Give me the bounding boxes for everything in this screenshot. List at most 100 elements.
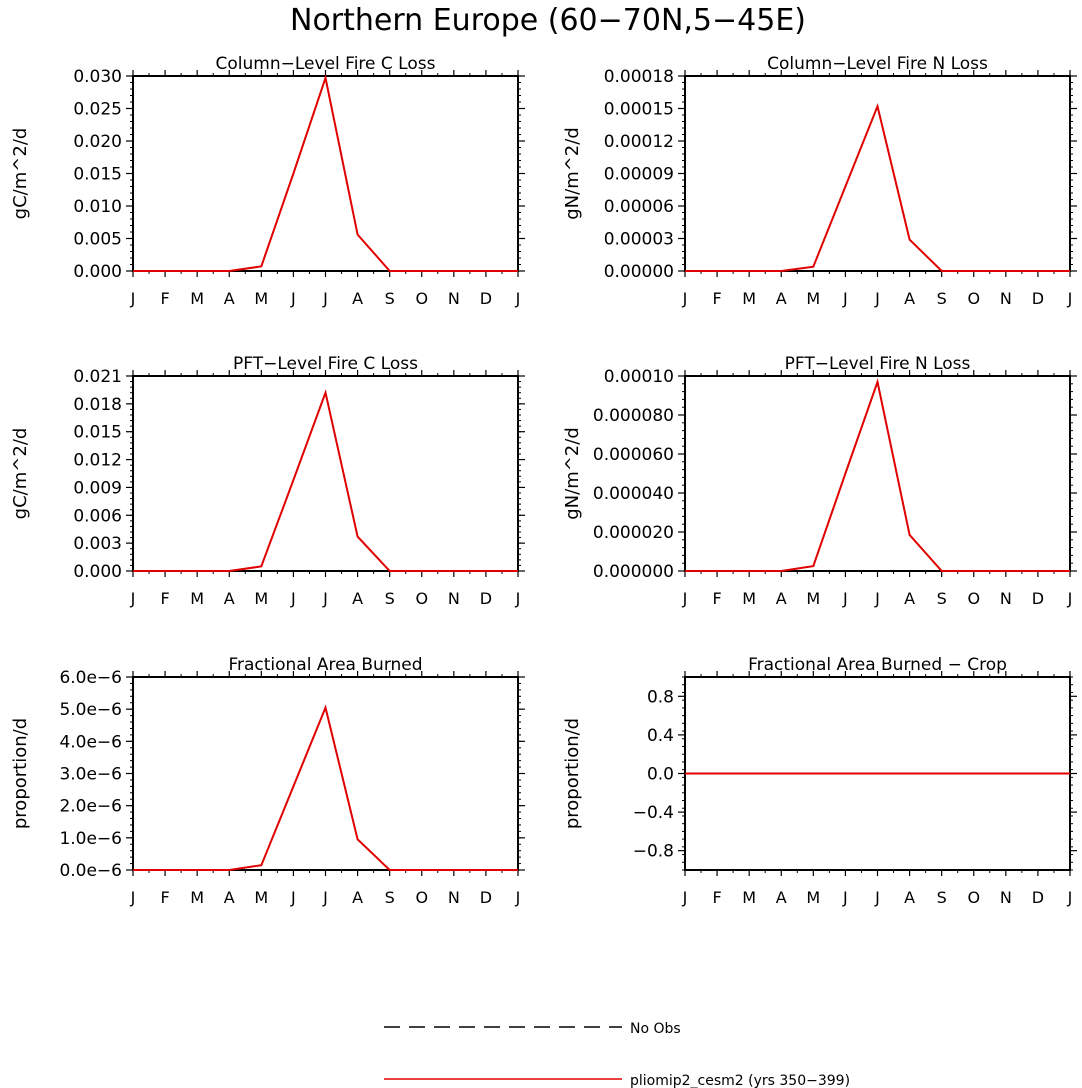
y-tick-label: 0.015 xyxy=(73,165,122,185)
x-tick-label: M xyxy=(190,888,204,907)
plot-frame xyxy=(684,375,1071,572)
y-tick-label: 3.0e−6 xyxy=(59,765,122,785)
y-tick-label: 2.0e−6 xyxy=(59,797,122,817)
x-tick-label: N xyxy=(448,289,460,308)
y-tick-label: 0.000000 xyxy=(593,562,674,582)
x-tick-label: M xyxy=(806,888,820,907)
y-tick-label: 0.000020 xyxy=(593,523,674,543)
y-tick-label: 0.00012 xyxy=(604,132,674,152)
plot-frame xyxy=(132,75,519,272)
x-tick-label: S xyxy=(937,888,947,907)
x-tick-label: A xyxy=(904,589,915,608)
x-tick-label: J xyxy=(682,589,688,608)
y-tick-label: 0.010 xyxy=(73,197,122,217)
x-tick-label: F xyxy=(160,289,169,308)
y-tick-label: 0.0e−6 xyxy=(59,861,122,881)
y-tick-label: 0.020 xyxy=(73,132,122,152)
x-tick-label: A xyxy=(352,589,363,608)
series-line-model xyxy=(133,74,518,272)
y-tick-label: 0.003 xyxy=(73,534,122,554)
x-tick-label: J xyxy=(1067,589,1073,608)
panels: J F M A M J J A S O N D J0.0000.0050.0100.0150.0200.… xyxy=(10,54,1077,907)
x-tick-label: J xyxy=(874,888,880,907)
x-tick-label: M xyxy=(254,589,268,608)
y-tick-label: 0.00018 xyxy=(604,67,674,87)
x-tick-label: A xyxy=(904,289,915,308)
x-tick-label: O xyxy=(415,589,428,608)
y-tick-label: −0.8 xyxy=(633,842,674,862)
y-tick-label: 0.00006 xyxy=(604,197,674,217)
x-tick-label: A xyxy=(352,289,363,308)
panel-title: Fractional Area Burned xyxy=(228,655,422,675)
x-tick-label: J xyxy=(130,289,136,308)
x-tick-label: J xyxy=(682,289,688,308)
x-tick-label: A xyxy=(904,888,915,907)
y-tick-label: 0.000 xyxy=(73,562,122,582)
panel-1: J F M A M J J A S O N D J0.0000.0050.0100.0150.0200.… xyxy=(10,54,525,308)
y-tick-label: 0.025 xyxy=(73,100,122,120)
x-tick-label: M xyxy=(190,289,204,308)
y-tick-label: 0.00010 xyxy=(604,367,674,387)
x-tick-label: J xyxy=(322,289,328,308)
x-tick-label: J xyxy=(290,888,296,907)
x-tick-label: J xyxy=(515,289,521,308)
x-tick-label: D xyxy=(480,888,492,907)
y-tick-label: 0.000 xyxy=(73,262,122,282)
y-tick-label: 0.006 xyxy=(73,506,122,526)
x-tick-label: D xyxy=(1032,289,1044,308)
x-tick-label: M xyxy=(742,589,756,608)
x-tick-label: A xyxy=(776,888,787,907)
y-tick-label: 6.0e−6 xyxy=(59,668,122,688)
x-tick-label: D xyxy=(1032,888,1044,907)
panel-6: J F M A M J J A S O N D J−0.8−0.40.00.40.8Fractional… xyxy=(562,655,1077,907)
y-tick-label: 0.4 xyxy=(647,726,674,746)
x-tick-label: J xyxy=(515,888,521,907)
x-tick-label: J xyxy=(290,589,296,608)
y-tick-label: −0.4 xyxy=(633,803,674,823)
x-tick-label: J xyxy=(682,888,688,907)
y-tick-label: 0.015 xyxy=(73,423,122,443)
panel-title: Column−Level Fire N Loss xyxy=(767,54,988,74)
x-tick-label: J xyxy=(130,888,136,907)
x-tick-label: J xyxy=(874,589,880,608)
figure-title: Northern Europe (60−70N,5−45E) xyxy=(290,3,806,38)
y-tick-label: 0.00009 xyxy=(604,165,674,185)
panel-2: J F M A M J J A S O N D J0.000000.000030.000060.0000… xyxy=(562,54,1077,308)
y-tick-label: 4.0e−6 xyxy=(59,732,122,752)
x-tick-label: F xyxy=(712,589,721,608)
x-tick-label: S xyxy=(385,888,395,907)
x-tick-label: N xyxy=(1000,289,1012,308)
x-tick-label: M xyxy=(806,589,820,608)
legend-label-model: pliomip2_cesm2 (yrs 350−399) xyxy=(630,1073,850,1088)
x-tick-label: J xyxy=(290,289,296,308)
x-tick-label: J xyxy=(322,589,328,608)
x-tick-label: S xyxy=(937,589,947,608)
y-tick-label: 0.00015 xyxy=(604,100,674,120)
y-tick-label: 0.005 xyxy=(73,230,122,250)
plot-frame xyxy=(132,375,519,572)
panel-title: PFT−Level Fire C Loss xyxy=(233,354,418,374)
panel-title: Fractional Area Burned − Crop xyxy=(748,655,1007,675)
x-tick-label: J xyxy=(842,589,848,608)
x-tick-label: M xyxy=(806,289,820,308)
x-tick-label: O xyxy=(415,289,428,308)
y-axis-label: gN/m^2/d xyxy=(562,427,583,520)
x-tick-label: J xyxy=(842,289,848,308)
x-tick-label: F xyxy=(712,289,721,308)
x-tick-label: F xyxy=(160,589,169,608)
x-tick-label: S xyxy=(385,589,395,608)
x-tick-label: F xyxy=(160,888,169,907)
x-tick-label: A xyxy=(776,289,787,308)
panel-4: J F M A M J J A S O N D J0.0000000.0000200.0000400.0… xyxy=(562,354,1077,608)
x-tick-label: A xyxy=(224,289,235,308)
series-line-model xyxy=(133,389,518,572)
x-tick-label: M xyxy=(190,589,204,608)
x-tick-label: J xyxy=(1067,289,1073,308)
x-tick-label: A xyxy=(224,589,235,608)
y-axis-label: proportion/d xyxy=(10,718,31,829)
y-tick-label: 0.009 xyxy=(73,478,122,498)
x-tick-label: S xyxy=(937,289,947,308)
x-tick-label: N xyxy=(448,589,460,608)
y-tick-label: 0.0 xyxy=(647,765,674,785)
x-tick-label: M xyxy=(254,888,268,907)
